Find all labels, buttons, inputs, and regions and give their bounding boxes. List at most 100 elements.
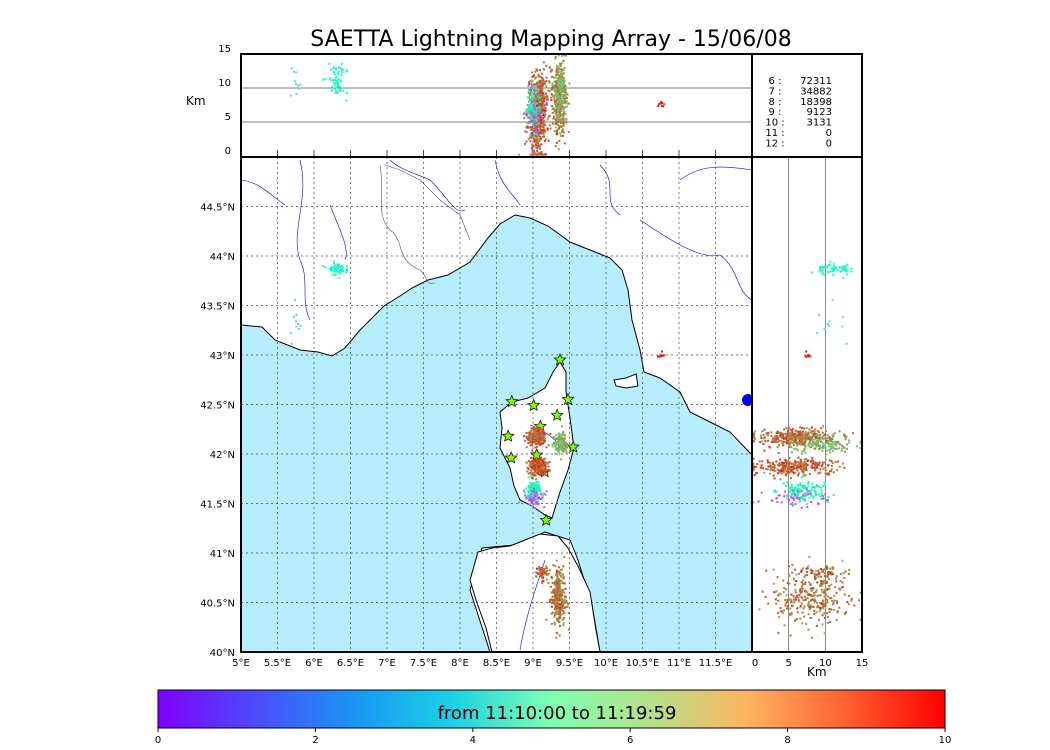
lightning-point [555, 617, 558, 620]
lightning-point [555, 603, 558, 606]
lightning-point [794, 432, 797, 435]
lightning-point [789, 432, 792, 435]
lightning-point [816, 461, 819, 464]
lightning-point [548, 569, 551, 572]
lightning-point [538, 437, 541, 440]
lightning-point [790, 462, 793, 465]
lightning-point [821, 623, 824, 626]
lightning-point [533, 99, 536, 102]
lightning-point [787, 437, 790, 440]
lightning-point [562, 447, 565, 450]
lightning-point [557, 81, 560, 84]
lightning-point [537, 73, 540, 76]
lightning-point [534, 70, 537, 73]
lightning-point [537, 500, 540, 503]
lightning-point [562, 60, 565, 63]
lightning-point [529, 93, 532, 96]
lightning-point [802, 494, 805, 497]
lightning-point [759, 466, 762, 469]
lightning-point [529, 90, 532, 93]
lightning-point [538, 102, 541, 105]
lightning-point [565, 120, 568, 123]
lightning-point [530, 120, 533, 123]
lightning-point [799, 430, 802, 433]
lightning-point [544, 92, 547, 95]
lightning-point [532, 485, 535, 488]
lightning-point [536, 141, 539, 144]
lightning-point [791, 469, 794, 472]
lightning-point [826, 473, 829, 476]
lightning-point [777, 631, 780, 634]
lightning-point [784, 433, 787, 436]
lightning-point [847, 572, 850, 575]
lightning-point [546, 118, 549, 121]
lightning-point [821, 437, 824, 440]
lightning-point [555, 571, 558, 574]
lightning-point [543, 473, 546, 476]
stat-value: 18398 [800, 97, 832, 108]
lon-tick-label: 6.5°E [337, 658, 364, 669]
lightning-point [289, 94, 292, 97]
lightning-point [527, 81, 530, 84]
lightning-point [551, 611, 554, 614]
lon-tick-label: 11.5°E [699, 658, 733, 669]
lightning-point [791, 489, 794, 492]
lightning-point [559, 440, 562, 443]
lightning-point [790, 451, 793, 454]
lightning-point [561, 114, 564, 117]
lightning-point [530, 102, 533, 105]
lightning-point [540, 493, 543, 496]
lightning-point [536, 436, 539, 439]
lightning-point [533, 490, 536, 493]
lightning-point [818, 594, 821, 597]
lightning-point [538, 569, 541, 572]
lightning-point [543, 492, 546, 495]
lightning-point [847, 441, 850, 444]
lightning-point [803, 461, 806, 464]
lightning-point [535, 445, 538, 448]
lightning-point [541, 89, 544, 92]
lightning-point [813, 594, 816, 597]
lightning-point [794, 438, 797, 441]
lightning-point [557, 581, 560, 584]
lightning-point [533, 73, 536, 76]
lightning-point [563, 113, 566, 116]
lightning-point [787, 429, 790, 432]
lightning-point [530, 99, 533, 102]
lightning-point [553, 583, 556, 586]
lightning-point [801, 587, 804, 590]
lightning-point [535, 104, 538, 107]
lightning-point [528, 494, 531, 497]
lightning-point [550, 93, 553, 96]
lightning-point [558, 611, 561, 614]
lightning-point [838, 266, 841, 269]
lightning-point [789, 485, 792, 488]
lightning-point [814, 578, 817, 581]
lightning-point [828, 585, 831, 588]
lightning-point [558, 115, 561, 118]
lightning-point [800, 507, 803, 510]
lightning-point [791, 436, 794, 439]
lightning-point [529, 88, 532, 91]
lightning-point [525, 126, 528, 129]
lightning-point [541, 581, 544, 584]
lightning-point [842, 585, 845, 588]
lightning-point [809, 445, 812, 448]
lightning-point [759, 434, 762, 437]
lightning-point [524, 439, 527, 442]
lightning-point [334, 269, 337, 272]
lightning-point [527, 90, 530, 93]
lightning-point [536, 99, 539, 102]
lightning-point [562, 94, 565, 97]
lightning-point [827, 473, 830, 476]
lightning-point [558, 102, 561, 105]
lightning-point [828, 443, 831, 446]
lightning-point [841, 268, 844, 271]
lightning-point [813, 468, 816, 471]
lightning-point [558, 89, 561, 92]
lightning-point [538, 140, 541, 143]
lightning-point [772, 474, 775, 477]
lightning-point [557, 566, 560, 569]
lightning-point [554, 79, 557, 82]
lightning-point [536, 131, 539, 134]
